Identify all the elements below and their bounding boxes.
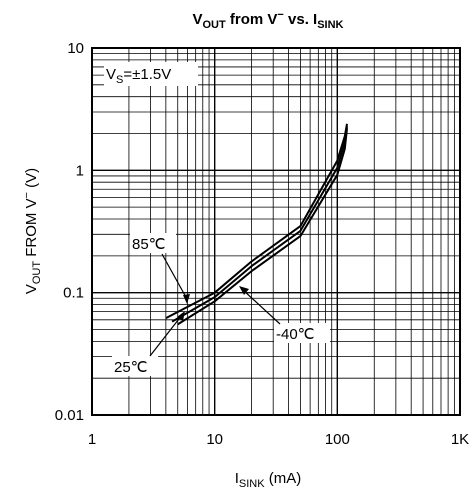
annotation-25c: 25℃ [112,311,185,376]
condition-box: VS=±1.5V [104,62,198,86]
annotation-85c-arrowhead [183,294,190,304]
annotation-25c-label: 25℃ [114,359,148,376]
plot-frame [91,47,461,416]
x-axis-label: ISINK (mA) [235,470,302,489]
series-lines [165,123,348,326]
annotation-85c-arrow [161,253,188,300]
annotation-minus-40c: -40℃ [239,286,330,343]
series-line [165,123,348,319]
annotation-25c-arrow [149,314,183,357]
x-tick-label: 100 [325,431,350,448]
annotation-minus-40c-arrow [242,289,281,325]
chart-title: VOUT from V− vs. ISINK [192,9,343,31]
y-tick-label: 0.1 [63,285,84,302]
annotation-25c-arrowhead [177,311,185,321]
y-tick-label: 1 [76,162,84,179]
series-line [177,128,348,326]
x-tick-label: 1K [451,431,469,448]
x-tick-label: 1 [88,431,96,448]
condition-label: VS=±1.5V [106,66,171,86]
y-tick-label: 10 [67,40,84,57]
annotation-minus-40c-arrowhead [239,286,249,295]
minor-grid [92,48,460,415]
annotation-minus-40c-label: -40℃ [276,326,315,343]
x-tick-label: 10 [206,431,223,448]
x-tick-labels: 1 10 100 1K [88,431,469,448]
y-tick-label: 0.01 [55,407,84,424]
annotation-85c: 85℃ [130,233,190,304]
y-axis-label: VOUT FROM V− (V) [21,168,43,294]
annotation-85c-label: 85℃ [132,236,166,253]
y-tick-labels: 0.01 0.1 1 10 [55,40,84,424]
